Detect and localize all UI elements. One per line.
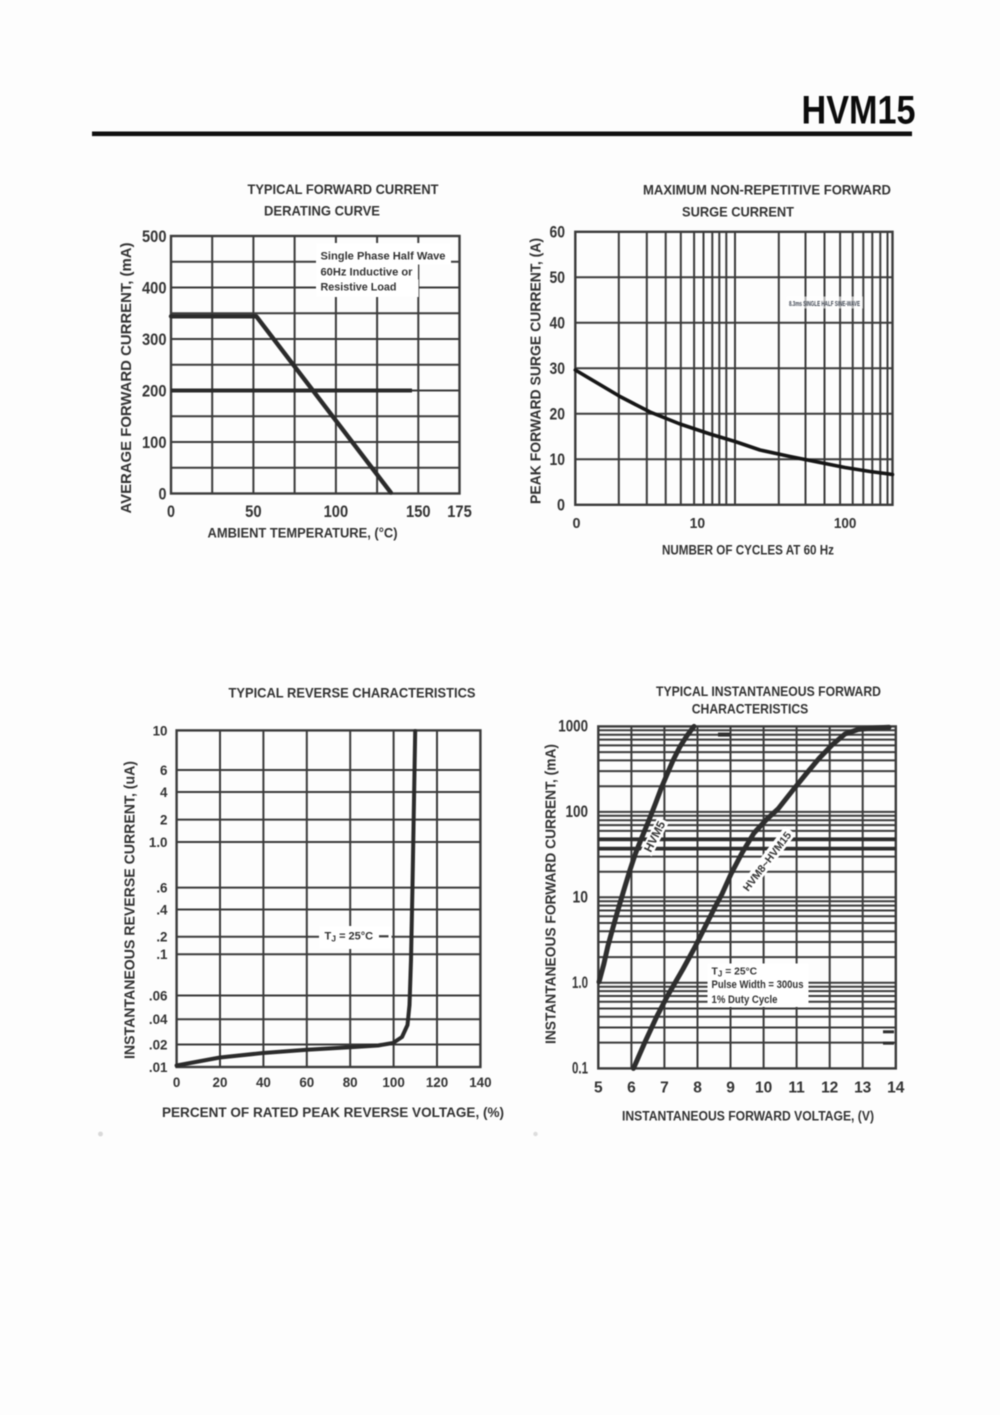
- svg-text:Resistive Load: Resistive Load: [321, 282, 397, 294]
- svg-text:10: 10: [690, 515, 706, 532]
- svg-text:DERATING CURVE: DERATING CURVE: [264, 203, 380, 219]
- svg-text:.4: .4: [156, 902, 168, 917]
- svg-text:INSTANTANEOUS REVERSE CURRENT,: INSTANTANEOUS REVERSE CURRENT, (uA): [123, 761, 139, 1059]
- svg-text:TJ = 25°C: TJ = 25°C: [325, 931, 374, 944]
- svg-text:TYPICAL REVERSE CHARACTERISTIC: TYPICAL REVERSE CHARACTERISTICS: [229, 685, 476, 701]
- svg-text:0: 0: [573, 515, 581, 532]
- svg-text:9: 9: [726, 1080, 735, 1097]
- svg-text:2: 2: [160, 813, 167, 828]
- svg-text:1% Duty Cycle: 1% Duty Cycle: [712, 994, 778, 1006]
- svg-text:10: 10: [573, 888, 589, 907]
- svg-text:20: 20: [550, 406, 566, 424]
- svg-text:6: 6: [160, 763, 167, 778]
- svg-text:60: 60: [299, 1075, 314, 1090]
- svg-text:0.1: 0.1: [572, 1059, 588, 1078]
- svg-text:10: 10: [755, 1080, 772, 1097]
- svg-text:100: 100: [382, 1075, 404, 1090]
- svg-text:100: 100: [834, 515, 857, 532]
- svg-text:40: 40: [256, 1075, 271, 1090]
- svg-text:INSTANTANEOUS FORWARD VOLTAGE,: INSTANTANEOUS FORWARD VOLTAGE, (V): [622, 1109, 874, 1125]
- svg-text:.02: .02: [149, 1037, 168, 1052]
- svg-text:60Hz Inductive or: 60Hz Inductive or: [321, 267, 414, 279]
- svg-text:.04: .04: [149, 1012, 168, 1027]
- svg-text:120: 120: [426, 1075, 448, 1090]
- svg-text:1000: 1000: [558, 717, 588, 736]
- svg-text:5: 5: [594, 1080, 603, 1097]
- svg-text:1.0: 1.0: [572, 973, 588, 992]
- svg-text:50: 50: [550, 269, 566, 287]
- svg-text:.01: .01: [149, 1060, 168, 1075]
- svg-text:400: 400: [142, 279, 167, 297]
- svg-text:80: 80: [343, 1075, 358, 1090]
- svg-text:300: 300: [142, 331, 167, 349]
- svg-text:8.3ms SINGLE HALF SINE-WAVE: 8.3ms SINGLE HALF SINE-WAVE: [789, 301, 860, 308]
- svg-text:PEAK FORWARD SURGE CURRENT, (A: PEAK FORWARD SURGE CURRENT, (A): [529, 238, 545, 504]
- svg-text:500: 500: [142, 228, 167, 246]
- svg-text:0: 0: [159, 485, 167, 503]
- svg-text:11: 11: [788, 1080, 805, 1097]
- svg-text:PERCENT OF RATED PEAK REVERSE: PERCENT OF RATED PEAK REVERSE VOLTAGE, (…: [162, 1105, 504, 1121]
- svg-text:TYPICAL FORWARD CURRENT: TYPICAL FORWARD CURRENT: [248, 181, 439, 197]
- svg-text:NUMBER OF CYCLES AT 60 Hz: NUMBER OF CYCLES AT 60 Hz: [662, 543, 834, 559]
- svg-text:.2: .2: [156, 930, 167, 945]
- svg-text:10: 10: [550, 451, 566, 469]
- svg-text:0: 0: [167, 503, 175, 521]
- svg-text:100: 100: [566, 802, 589, 821]
- svg-text:8: 8: [693, 1080, 702, 1097]
- svg-text:60: 60: [550, 224, 566, 242]
- svg-text:20: 20: [213, 1075, 228, 1090]
- svg-text:MAXIMUM NON-REPETITIVE FORWARD: MAXIMUM NON-REPETITIVE FORWARD: [643, 182, 891, 198]
- svg-text:50: 50: [245, 503, 262, 521]
- svg-text:30: 30: [550, 360, 566, 378]
- svg-text:1.0: 1.0: [149, 835, 168, 850]
- svg-text:.06: .06: [149, 988, 168, 1003]
- svg-text:100: 100: [142, 434, 167, 452]
- svg-text:AMBIENT TEMPERATURE, (°C): AMBIENT TEMPERATURE, (°C): [208, 526, 398, 542]
- svg-text:6: 6: [627, 1080, 636, 1097]
- svg-text:14: 14: [887, 1080, 905, 1097]
- svg-text:Pulse Width = 300us: Pulse Width = 300us: [712, 979, 804, 991]
- svg-text:AVERAGE FORWARD CURRENT, (mA): AVERAGE FORWARD CURRENT, (mA): [119, 242, 135, 513]
- svg-text:0: 0: [557, 497, 565, 515]
- svg-text:TYPICAL INSTANTANEOUS FORWARD: TYPICAL INSTANTANEOUS FORWARD: [656, 683, 881, 699]
- svg-text:HVM15: HVM15: [802, 89, 916, 133]
- svg-text:100: 100: [324, 503, 349, 521]
- svg-text:SURGE CURRENT: SURGE CURRENT: [682, 203, 794, 219]
- svg-text:TJ = 25°C: TJ = 25°C: [712, 967, 758, 979]
- svg-text:140: 140: [469, 1075, 491, 1090]
- svg-text:.6: .6: [156, 881, 167, 896]
- svg-text:7: 7: [660, 1080, 669, 1097]
- svg-text:175: 175: [447, 503, 472, 521]
- svg-text:4: 4: [160, 785, 168, 800]
- svg-text:INSTANTANEOUS FORWARD CURRENT,: INSTANTANEOUS FORWARD CURRENT, (mA): [544, 744, 560, 1044]
- svg-text:.1: .1: [156, 947, 168, 962]
- svg-text:200: 200: [142, 382, 167, 400]
- svg-text:150: 150: [406, 503, 431, 521]
- svg-text:40: 40: [550, 315, 566, 333]
- svg-text:13: 13: [854, 1080, 872, 1097]
- svg-text:10: 10: [153, 723, 168, 738]
- svg-text:CHARACTERISTICS: CHARACTERISTICS: [692, 701, 809, 717]
- svg-text:0: 0: [173, 1075, 180, 1090]
- svg-text:Single Phase Half Wave: Single Phase Half Wave: [321, 251, 446, 263]
- svg-text:12: 12: [821, 1080, 838, 1097]
